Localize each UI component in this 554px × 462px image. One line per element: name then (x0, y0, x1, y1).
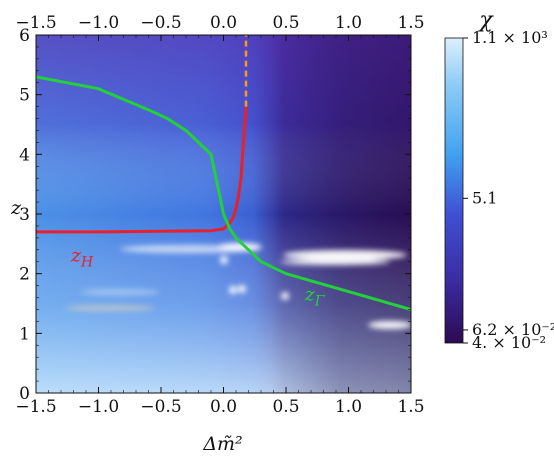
colorbar-title: χ (477, 8, 494, 33)
x-tick-label: 0.0 (210, 397, 237, 417)
colorbar-tick-label: 5.1 (472, 188, 497, 207)
curve-z- (36, 75, 411, 311)
x-tick-label: 1.5 (397, 397, 424, 417)
x-tick-label: 0.5 (272, 397, 299, 417)
colorbar-tick-label: 4. × 10⁻² (472, 333, 546, 352)
x-tick-label: −1.5 (15, 397, 56, 417)
x-tick-label-top: 0.0 (210, 13, 237, 33)
curve-z-h (36, 106, 248, 234)
curve-label-main: z (70, 245, 82, 267)
y-tick-label: 6 (19, 26, 30, 46)
y-tick-label: 5 (19, 86, 30, 106)
curve-label-subscript: H (80, 255, 94, 271)
x-tick-label: 1.0 (335, 397, 362, 417)
x-tick-label-top: 1.0 (335, 13, 362, 33)
x-tick-label-top: 1.5 (397, 13, 424, 33)
colorbar-tick-label: 1.1 × 10³ (472, 28, 548, 47)
x-tick-label-top: 0.5 (272, 13, 299, 33)
y-tick-label: 4 (19, 145, 30, 165)
curve-label: zΓ (304, 284, 326, 310)
curve-label-main: z (304, 284, 316, 306)
x-tick-label-top: −1.0 (78, 13, 119, 33)
y-axis-label: z (10, 197, 22, 219)
curve-label: zH (70, 245, 94, 271)
x-tick-label: −0.5 (140, 397, 181, 417)
y-tick-label: 0 (19, 384, 30, 404)
x-axis-label: Δm̃² (202, 433, 242, 455)
colorbar (444, 37, 464, 344)
y-tick-label: 3 (19, 205, 30, 225)
curve-label-subscript: Γ (314, 294, 326, 310)
x-tick-label: −1.0 (78, 397, 119, 417)
x-tick-label-top: −0.5 (140, 13, 181, 33)
y-tick-label: 1 (19, 324, 30, 344)
colorbar-tick-label: 6.2 × 10⁻² (472, 320, 554, 339)
y-tick-label: 2 (19, 265, 30, 285)
x-tick-label-top: −1.5 (15, 13, 56, 33)
